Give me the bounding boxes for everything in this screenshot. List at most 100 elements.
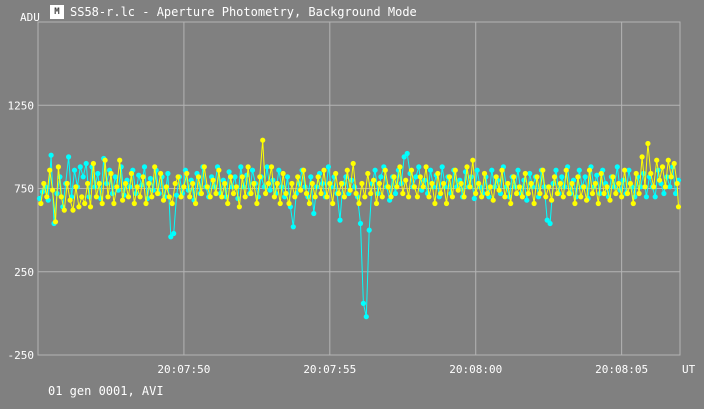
data-point [242,194,248,200]
data-point [368,190,374,197]
data-point [385,184,391,190]
x-tick-label: 20:08:05 [595,363,648,376]
data-point [476,180,482,187]
data-point [57,174,63,180]
data-point [484,190,490,197]
data-point [222,180,228,187]
data-point [309,180,315,187]
data-point [586,167,593,173]
data-point [36,195,43,202]
data-point [213,190,219,197]
data-point [546,184,552,190]
data-point [527,170,533,177]
data-point [379,194,385,200]
data-point [659,164,666,170]
data-point [236,204,242,210]
data-point [61,207,67,213]
data-point [276,167,282,173]
data-point [136,172,142,178]
data-point [169,200,175,207]
data-point [388,194,394,200]
data-point [207,194,213,200]
data-point [490,197,496,203]
data-point [592,180,599,187]
series-yellow [38,137,682,225]
data-point [83,160,89,167]
data-point [185,187,191,193]
data-point [87,204,94,210]
data-point [435,170,441,177]
data-point [651,184,657,190]
series-cyan [36,150,682,320]
data-point [70,207,76,213]
data-point [397,164,403,170]
y-axis-label: ADU [20,11,40,24]
data-point [99,200,105,207]
data-point [134,184,140,190]
data-point [344,167,350,173]
data-point [333,170,339,177]
data-point [439,164,445,170]
data-point [420,184,426,190]
data-point [572,200,578,207]
data-point [251,180,257,187]
data-point [277,200,283,207]
data-point [350,160,356,167]
data-point [337,217,343,223]
data-point [190,180,196,187]
data-point [597,190,603,197]
data-point [521,177,527,183]
data-point [624,190,631,197]
data-point [298,187,304,193]
data-point [674,180,680,187]
data-point [417,174,423,180]
data-point [150,187,156,193]
data-point [268,164,275,170]
data-point [584,197,590,203]
data-point [667,184,673,190]
data-point [601,190,607,197]
data-point [499,167,505,173]
data-point [441,180,447,187]
data-point [589,190,596,197]
data-point [458,180,464,187]
data-point [178,194,184,200]
data-point [284,174,291,180]
data-point [514,190,520,197]
data-point [109,190,115,197]
data-point [352,184,358,190]
data-point [639,154,645,160]
data-point [505,180,511,187]
data-point [52,219,59,225]
data-point [166,194,172,200]
data-point [147,175,153,182]
data-point [187,194,193,200]
data-point [671,160,677,167]
data-point [544,217,550,223]
data-point [662,184,669,190]
data-point [401,154,407,160]
data-point [610,174,616,180]
data-point [155,190,161,197]
data-point [516,184,523,190]
data-point [464,164,470,170]
data-point [547,220,553,227]
data-point [566,190,572,197]
data-point [122,180,129,187]
data-point [446,174,453,180]
data-point [467,184,473,190]
data-point [496,187,502,193]
data-point [394,184,400,190]
data-point [120,197,126,203]
y-tick-label: 750 [14,183,34,196]
data-point [336,190,342,197]
data-point [283,190,289,197]
data-point [114,184,120,190]
data-point [411,184,417,190]
data-point [239,174,245,180]
data-point [531,200,537,207]
data-point [371,177,377,183]
data-point [540,167,546,173]
data-point [131,200,137,207]
data-point [560,194,566,200]
